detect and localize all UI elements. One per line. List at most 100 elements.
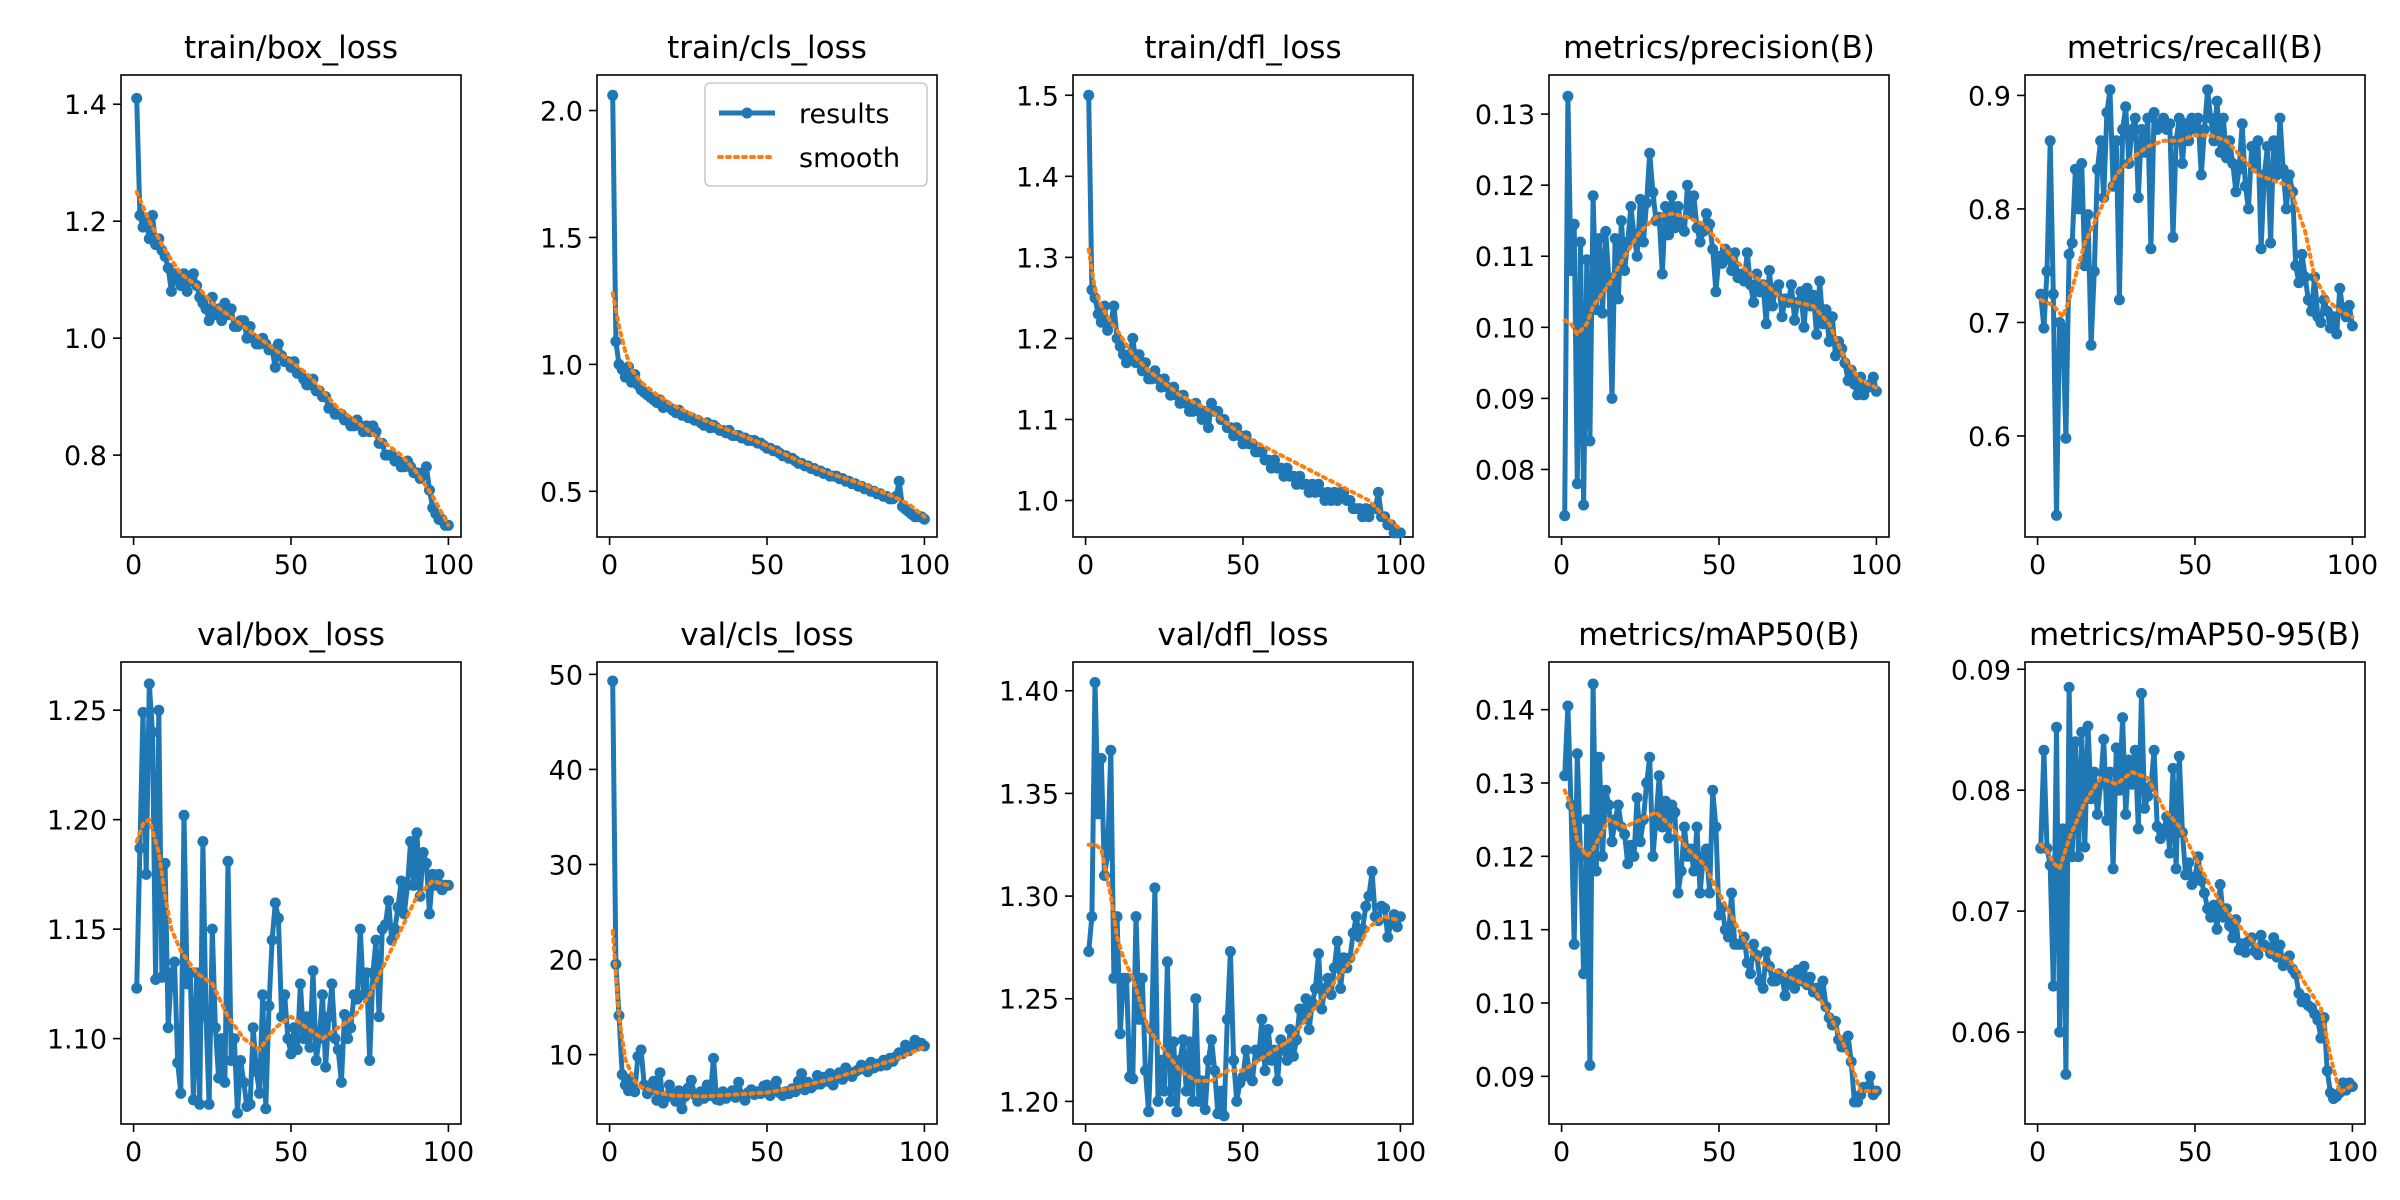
results-point — [172, 1057, 184, 1069]
results-point — [1817, 975, 1829, 987]
results-point — [2038, 322, 2050, 334]
results-point — [2066, 237, 2078, 249]
results-point — [232, 1107, 243, 1119]
y-tick-label: 0.8 — [64, 441, 107, 472]
results-point — [1625, 201, 1637, 212]
results-point — [433, 868, 445, 880]
results-point — [260, 1103, 272, 1115]
results-point — [225, 1055, 237, 1066]
x-tick-label: 50 — [1702, 1137, 1736, 1168]
y-tick-label: 1.4 — [1016, 162, 1059, 193]
x-tick-label: 50 — [1702, 550, 1736, 581]
results-point — [893, 475, 905, 487]
results-point — [708, 1052, 719, 1064]
results-point — [1155, 1054, 1167, 1066]
smooth-line — [1562, 788, 1879, 1093]
results-point — [238, 1076, 250, 1088]
y-tick-label: 0.09 — [1475, 384, 1535, 415]
results-point — [1262, 1024, 1274, 1035]
results-point — [1180, 1085, 1192, 1097]
x-tick-label: 100 — [1851, 550, 1903, 581]
results-point — [1767, 300, 1778, 312]
y-tick-label: 1.1 — [1016, 405, 1059, 436]
y-tick-label: 0.08 — [1475, 455, 1535, 486]
x-tick-label: 50 — [274, 1137, 308, 1168]
results-point — [165, 967, 177, 979]
results-point — [1382, 931, 1394, 943]
y-tick-label: 1.3 — [1016, 243, 1059, 274]
results-point — [389, 923, 401, 935]
results-point — [1726, 887, 1738, 899]
results-point — [1287, 1050, 1299, 1062]
results-point — [1801, 282, 1813, 294]
x-tick-label: 100 — [423, 550, 475, 581]
results-point — [2101, 814, 2113, 826]
results-point — [1083, 946, 1095, 957]
y-tick-label: 0.13 — [1475, 100, 1535, 131]
results-point — [317, 989, 328, 1001]
results-point — [796, 1068, 808, 1080]
results-point — [1571, 748, 1583, 760]
results-point — [2195, 169, 2207, 181]
results-point — [2299, 271, 2311, 283]
panel-title: val/dfl_loss — [1158, 617, 1329, 653]
results-point — [1121, 972, 1132, 984]
results-point — [2076, 158, 2088, 169]
results-point — [1218, 1110, 1230, 1122]
results-point — [364, 1055, 376, 1066]
results-point — [2145, 243, 2157, 255]
results-point — [1745, 968, 1756, 980]
results-point — [2202, 84, 2214, 96]
results-point — [2315, 1032, 2327, 1044]
results-point — [1600, 225, 1612, 237]
results-point — [1562, 700, 1574, 712]
results-point — [2255, 929, 2267, 941]
results-point — [2057, 823, 2069, 835]
plot-area — [2024, 661, 2366, 1125]
smooth-line — [610, 929, 927, 1099]
results-point — [197, 836, 209, 847]
results-point — [269, 897, 281, 909]
results-point — [2142, 790, 2154, 802]
results-point — [1672, 887, 1684, 899]
results-point — [1221, 1013, 1233, 1025]
smooth-line — [1086, 247, 1403, 531]
results-point — [1328, 962, 1340, 974]
results-point — [1335, 983, 1347, 994]
results-point — [2315, 317, 2327, 328]
legend-label-smooth: smooth — [799, 143, 900, 174]
results-point — [1578, 968, 1590, 980]
x-tick-label: 100 — [2327, 550, 2379, 581]
results-point — [1231, 1095, 1243, 1107]
results-point — [383, 895, 395, 907]
results-point — [1199, 1104, 1211, 1116]
legend-label-results: results — [799, 99, 889, 130]
results-point — [228, 1033, 240, 1045]
x-tick-label: 0 — [1077, 550, 1094, 581]
results-point — [2132, 823, 2144, 835]
results-point — [1272, 1075, 1284, 1087]
results-point — [279, 989, 291, 1001]
results-point — [254, 1087, 265, 1099]
results-point — [1637, 236, 1649, 248]
results-point — [1316, 1003, 1328, 1015]
results-point — [2104, 84, 2116, 96]
results-point — [1700, 843, 1712, 855]
results-point — [1372, 486, 1384, 498]
results-point — [663, 1079, 675, 1091]
results-point — [2208, 899, 2220, 911]
x-tick-label: 0 — [2029, 550, 2046, 581]
results-point — [1785, 279, 1797, 291]
results-point — [1606, 836, 1618, 848]
results-point — [1864, 1070, 1876, 1082]
results-point — [143, 678, 155, 690]
results-point — [1265, 1054, 1277, 1066]
results-point — [1568, 218, 1580, 230]
results-point — [2079, 260, 2091, 272]
results-point — [1741, 247, 1753, 259]
results-point — [2205, 911, 2217, 923]
results-point — [2302, 294, 2314, 306]
results-point — [1625, 839, 1637, 851]
y-tick-label: 20 — [549, 946, 583, 977]
